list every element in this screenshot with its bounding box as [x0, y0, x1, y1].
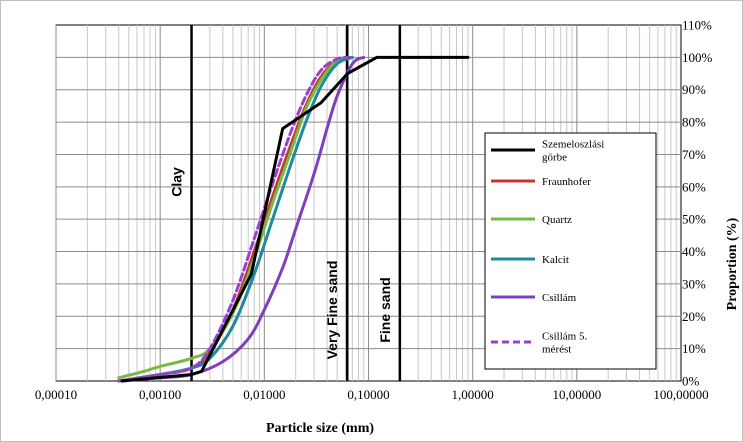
legend-label: Csillám [542, 292, 577, 304]
legend-box [484, 132, 657, 370]
legend: Szemeloszlási görbe Fraunhofer Quartz Kalcit… [484, 132, 657, 370]
x-tick-label: 1,00000 [452, 387, 494, 402]
y-tick-label: 30% [682, 276, 706, 291]
legend-label: Fraunhofer [542, 176, 591, 188]
legend-label: Szemeloszlási görbe [542, 139, 604, 164]
y-tick-label: 50% [682, 212, 706, 227]
y-tick-label: 70% [682, 147, 706, 162]
x-tick-label: 0,01000 [243, 387, 285, 402]
legend-label: Kalcit [542, 254, 569, 266]
boundary-label: Clay [169, 167, 185, 197]
x-tick-label: 0,00100 [139, 387, 181, 402]
data-series [117, 55, 470, 383]
legend-label: Csillám 5. mérést [542, 331, 587, 356]
gridlines [55, 25, 681, 381]
legend-label: Quartz [542, 214, 572, 226]
y-tick-label: 10% [682, 341, 706, 356]
y-tick-label: 110% [682, 18, 712, 33]
y-tick-label: 20% [682, 309, 706, 324]
y-tick-label: 90% [682, 82, 706, 97]
y-tick-label: 80% [682, 115, 706, 130]
y-tick-label: 100% [682, 50, 713, 65]
y-tick-label: 40% [682, 244, 706, 259]
x-axis-title: Particle size (mm) [266, 421, 374, 436]
series-line-0 [120, 55, 470, 383]
x-tick-label: 10,00000 [552, 387, 601, 402]
y-tick-label: 60% [682, 179, 706, 194]
x-tick-label: 0,00010 [35, 387, 77, 402]
boundary-label: Very Fine sand [324, 261, 340, 360]
y-axis-title: Proportion (%) [725, 217, 740, 310]
tick-labels: 0,00010 0,00100 0,01000 0,10000 1,00000 10,00… [35, 18, 713, 403]
y-tick-label: 0% [682, 374, 700, 389]
boundary-label: Fine sand [377, 277, 393, 342]
x-tick-label: 100,00000 [653, 387, 708, 402]
x-tick-label: 0,10000 [347, 387, 389, 402]
series-line-5 [117, 55, 351, 383]
size-class-boundaries: Clay Very Fine sand Fine sand [169, 25, 402, 381]
